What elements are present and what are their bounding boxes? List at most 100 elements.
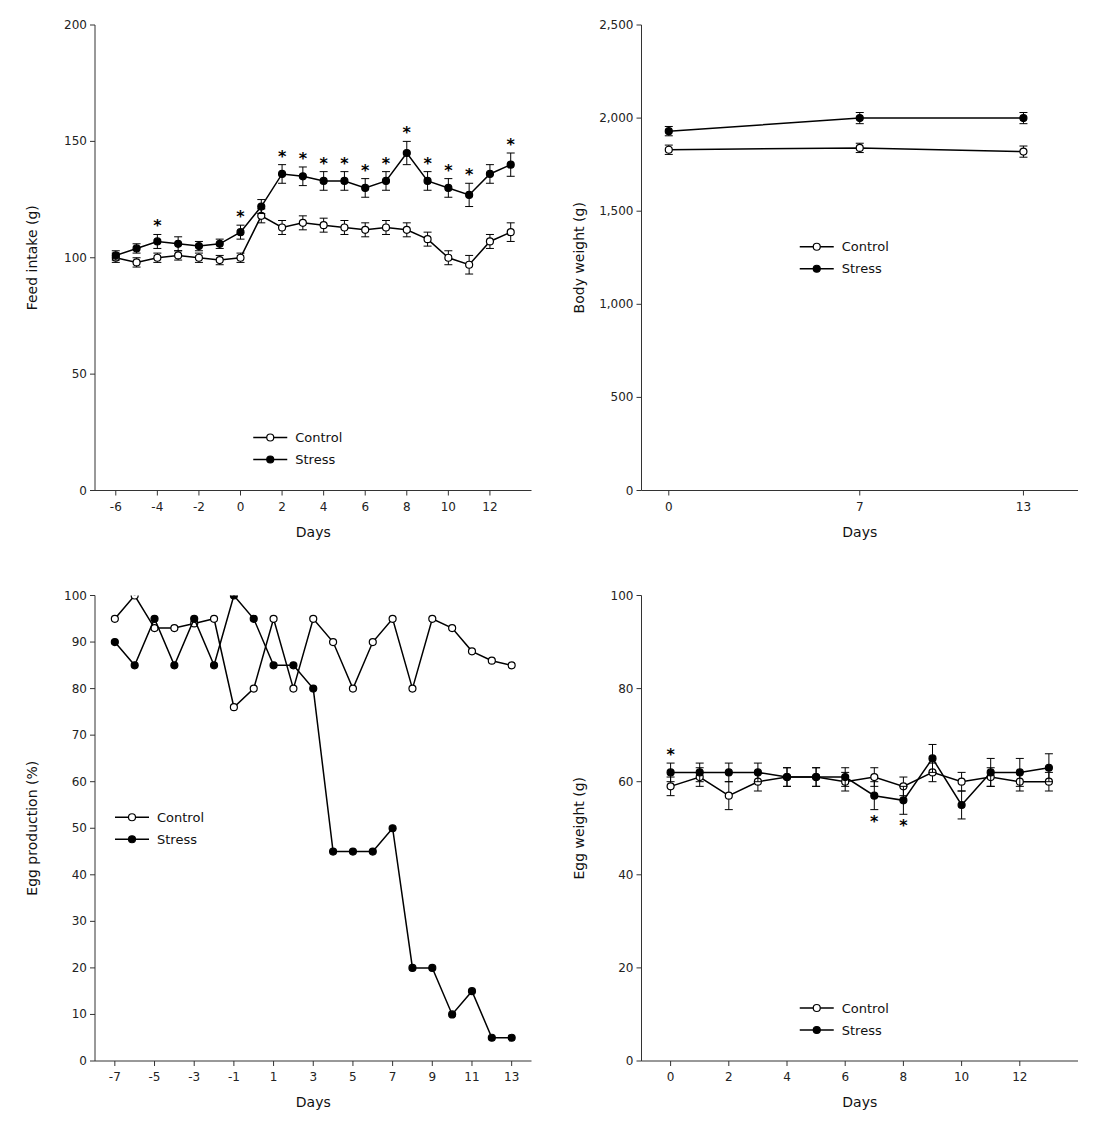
x-tick (352, 1061, 353, 1066)
series-marker (341, 177, 348, 184)
x-tick (233, 1061, 234, 1066)
series-marker (754, 769, 761, 776)
y-tick (637, 118, 642, 119)
error-bar (1019, 113, 1027, 124)
error-bar (1016, 758, 1024, 786)
y-tick (637, 688, 642, 689)
series-marker (111, 615, 118, 622)
x-tick (115, 491, 116, 496)
y-tick (90, 735, 95, 736)
annotation: * (278, 147, 287, 166)
x-tick (154, 1061, 155, 1066)
legend-label: Control (842, 1001, 889, 1016)
series-marker (813, 774, 820, 781)
error-bar (856, 113, 864, 124)
legend-label: Stress (295, 452, 335, 467)
error-bar (278, 165, 286, 184)
x-tick-label: 6 (841, 1070, 849, 1084)
legend-label: Control (157, 810, 204, 825)
series-marker (133, 259, 140, 266)
y-tick (637, 304, 642, 305)
x-tick (392, 1061, 393, 1066)
x-tick (365, 491, 366, 496)
legend-marker (267, 456, 274, 463)
series-marker (195, 254, 202, 261)
panel: -7-5-3-11357911130102030405060708090100D… (24, 589, 532, 1111)
x-tick-label: 2 (725, 1070, 733, 1084)
y-tick-label: 1,000 (599, 297, 633, 311)
series-marker (667, 783, 674, 790)
series-marker (445, 184, 452, 191)
x-tick (845, 1061, 846, 1066)
x-tick (787, 1061, 788, 1066)
series-marker (958, 801, 965, 808)
y-tick-label: 50 (72, 821, 87, 835)
x-tick (670, 1061, 671, 1066)
y-tick-label: 200 (64, 18, 87, 32)
series-marker (349, 848, 356, 855)
x-tick-label: 4 (783, 1070, 791, 1084)
series-marker (665, 128, 672, 135)
error-bar (237, 225, 245, 239)
y-tick-label: 70 (72, 728, 87, 742)
x-tick-label: 8 (900, 1070, 908, 1084)
y-tick (90, 921, 95, 922)
series-marker (449, 1011, 456, 1018)
x-tick-label: 7 (856, 500, 864, 514)
annotation: * (382, 154, 391, 173)
error-bar (841, 768, 849, 787)
error-bar (754, 763, 762, 782)
y-tick (90, 595, 95, 596)
series-marker (900, 797, 907, 804)
series-marker (362, 226, 369, 233)
series-marker (211, 662, 218, 669)
series-marker (111, 639, 118, 646)
x-tick-label: -3 (188, 1070, 200, 1084)
series-marker (1020, 115, 1027, 122)
y-tick (637, 211, 642, 212)
error-bar (340, 172, 348, 191)
plot-area (665, 113, 1028, 158)
x-axis-label: Days (842, 524, 877, 540)
x-tick-label: 10 (441, 500, 456, 514)
x-tick (323, 491, 324, 496)
error-bar (112, 251, 120, 260)
legend: ControlStress (800, 239, 889, 276)
y-tick (90, 1061, 95, 1062)
series-marker (191, 615, 198, 622)
annotation: * (403, 123, 412, 142)
legend-label: Control (842, 239, 889, 254)
plot-area (112, 141, 515, 274)
series-marker (330, 848, 337, 855)
annotation: * (899, 816, 908, 835)
annotation: * (444, 161, 453, 180)
series-marker (250, 615, 257, 622)
series-marker (369, 639, 376, 646)
series-marker (171, 662, 178, 669)
series-line (115, 596, 512, 708)
legend-label: Control (295, 430, 342, 445)
x-tick-label: 1 (270, 1070, 278, 1084)
x-tick-label: 12 (482, 500, 497, 514)
y-tick (90, 374, 95, 375)
legend-label: Stress (842, 1023, 882, 1038)
series-marker (290, 662, 297, 669)
error-bar (320, 172, 328, 191)
x-tick-label: 0 (667, 1070, 675, 1084)
error-bar (299, 216, 307, 230)
error-bar (216, 255, 224, 264)
background (0, 0, 1103, 1141)
y-tick-label: 100 (611, 589, 634, 603)
error-bar (812, 768, 820, 787)
y-axis-label: Feed intake (g) (24, 205, 40, 310)
series-marker (151, 615, 158, 622)
error-bar (1019, 146, 1027, 157)
series-marker (429, 615, 436, 622)
y-tick-label: 90 (72, 635, 87, 649)
y-tick (637, 781, 642, 782)
error-bar (174, 237, 182, 251)
series-marker (486, 238, 493, 245)
y-tick-label: 100 (64, 251, 87, 265)
error-bar (507, 153, 515, 176)
series-marker (987, 769, 994, 776)
